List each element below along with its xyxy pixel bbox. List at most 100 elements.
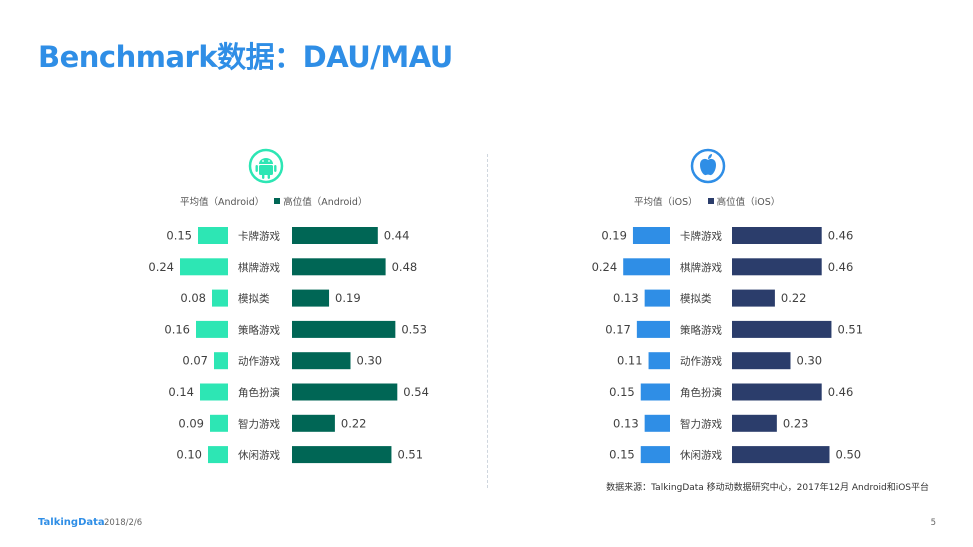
value-label-high: 0.51: [397, 448, 423, 462]
bar-high: [292, 446, 392, 464]
ios-legend: 平均值（iOS） 高位值（iOS）: [634, 194, 780, 208]
category-label: 角色扮演: [680, 386, 722, 399]
legend-item-avg: 平均值（iOS）: [634, 194, 698, 208]
bar-high: [292, 258, 386, 276]
legend-label-avg: 平均值（iOS）: [634, 197, 698, 208]
category-label: 策略游戏: [238, 323, 280, 336]
value-label-high: 0.46: [828, 385, 854, 399]
bar-avg: [200, 383, 228, 401]
value-label-high: 0.53: [401, 322, 427, 336]
bar-avg: [636, 320, 670, 338]
android-legend: 平均值（Android） 高位值（Android）: [180, 194, 367, 208]
category-label: 休闲游戏: [680, 449, 722, 462]
bar-high: [292, 289, 330, 307]
value-label-avg: 0.17: [605, 322, 631, 336]
legend-swatch-high: [274, 198, 281, 204]
bar-avg: [644, 414, 670, 432]
value-label-high: 0.23: [783, 416, 809, 430]
bar-avg: [180, 258, 228, 276]
value-label-high: 0.44: [384, 229, 410, 243]
value-label-high: 0.19: [335, 291, 361, 305]
legend-item-high: 高位值（Android）: [274, 194, 367, 208]
value-label-high: 0.22: [341, 416, 367, 430]
bar-high: [292, 352, 351, 370]
value-label-high: 0.50: [836, 448, 862, 462]
category-label: 策略游戏: [680, 323, 722, 336]
category-label: 智力游戏: [680, 417, 722, 430]
value-label-high: 0.30: [357, 354, 383, 368]
value-label-avg: 0.14: [168, 385, 194, 399]
value-label-high: 0.22: [781, 291, 807, 305]
bar-high: [292, 383, 398, 401]
category-label: 卡牌游戏: [680, 230, 722, 243]
page-title: Benchmark数据：DAU/MAU: [38, 40, 453, 74]
value-label-avg: 0.15: [166, 229, 192, 243]
panel-divider: [487, 154, 488, 488]
category-label: 智力游戏: [238, 417, 280, 430]
bar-avg: [648, 352, 670, 370]
ios-bar-chart: 0.19 卡牌游戏 0.46 0.24 棋牌游戏 0.46 0.13 模拟类 0.22 0.17 策…: [592, 227, 863, 464]
value-label-high: 0.48: [392, 260, 418, 274]
bar-high: [292, 227, 378, 244]
value-label-avg: 0.13: [613, 416, 639, 430]
footer-date: 2018/2/6: [104, 518, 143, 528]
source-note: 数据来源：TalkingData 移动动数据研究中心，2017年12月 Andr…: [606, 483, 929, 493]
bar-high: [732, 227, 822, 244]
bar-high: [732, 289, 775, 307]
legend-item-high: 高位值（iOS）: [707, 194, 781, 208]
legend-label-avg: 平均值（Android）: [180, 197, 265, 208]
bar-avg: [640, 383, 670, 401]
talkingdata-logo: TalkingData: [38, 517, 105, 528]
bar-avg: [198, 227, 228, 244]
category-label: 动作游戏: [680, 355, 722, 368]
category-label: 休闲游戏: [238, 449, 280, 462]
legend-label-high: 高位值（Android）: [283, 197, 368, 208]
bar-avg: [623, 258, 670, 276]
value-label-avg: 0.16: [164, 322, 190, 336]
bar-high: [732, 446, 830, 464]
category-label: 动作游戏: [238, 355, 280, 368]
value-label-avg: 0.07: [182, 354, 208, 368]
value-label-avg: 0.08: [180, 291, 206, 305]
value-label-avg: 0.11: [617, 354, 643, 368]
value-label-high: 0.46: [828, 229, 854, 243]
bar-high: [292, 320, 396, 338]
value-label-avg: 0.15: [609, 385, 635, 399]
bar-avg: [212, 289, 228, 307]
value-label-avg: 0.24: [592, 260, 618, 274]
category-label: 棋牌游戏: [238, 261, 280, 274]
value-label-high: 0.30: [797, 354, 823, 368]
bar-high: [732, 383, 822, 401]
legend-label-high: 高位值（iOS）: [716, 197, 781, 208]
value-label-avg: 0.24: [148, 260, 174, 274]
value-label-avg: 0.09: [178, 416, 204, 430]
category-label: 角色扮演: [238, 386, 280, 399]
category-label: 卡牌游戏: [238, 230, 280, 243]
category-label: 模拟类: [238, 292, 270, 305]
legend-swatch-high: [707, 198, 714, 204]
page-number: 5: [930, 518, 936, 528]
ios-panel: 平均值（iOS） 高位值（iOS） 0.19 卡牌游戏 0.46 0.24 棋牌游戏 0.…: [590, 140, 910, 485]
bar-avg: [640, 446, 670, 464]
bar-high: [292, 414, 335, 432]
bar-avg: [632, 227, 670, 244]
value-label-avg: 0.15: [609, 448, 635, 462]
value-label-avg: 0.19: [601, 229, 627, 243]
android-bar-chart: 0.15 卡牌游戏 0.44 0.24 棋牌游戏 0.48 0.08 模拟类 0.19 0.16 策…: [148, 227, 429, 464]
bar-avg: [208, 446, 228, 464]
legend-item-avg: 平均值（Android）: [180, 194, 264, 208]
category-label: 模拟类: [680, 292, 712, 305]
value-label-high: 0.46: [828, 260, 854, 274]
bar-high: [732, 352, 791, 370]
value-label-high: 0.54: [403, 385, 429, 399]
apple-icon: [690, 148, 726, 184]
bar-high: [732, 320, 832, 338]
bar-avg: [644, 289, 670, 307]
bar-high: [732, 258, 822, 276]
value-label-avg: 0.10: [176, 448, 202, 462]
bar-avg: [214, 352, 228, 370]
value-label-avg: 0.13: [613, 291, 639, 305]
bar-avg: [210, 414, 228, 432]
android-panel: 平均值（Android） 高位值（Android） 0.15 卡牌游戏 0.44 0.…: [140, 140, 460, 485]
category-label: 棋牌游戏: [680, 261, 722, 274]
